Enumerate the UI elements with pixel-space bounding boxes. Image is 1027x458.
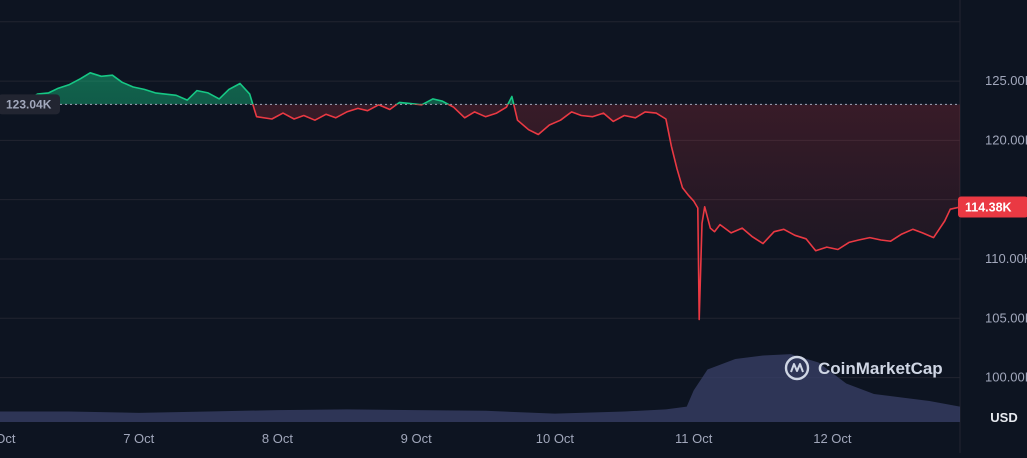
x-tick-label: 7 Oct bbox=[123, 431, 154, 446]
price-fill-down bbox=[252, 104, 960, 320]
x-tick-label: 8 Oct bbox=[262, 431, 293, 446]
price-line[interactable] bbox=[0, 72, 960, 321]
y-tick-label: 100.00K bbox=[985, 370, 1027, 385]
current-price-badge: 114.38K bbox=[958, 196, 1027, 218]
x-tick-label: 6 Oct bbox=[0, 431, 16, 446]
y-tick-label: 120.00K bbox=[985, 132, 1027, 147]
volume-shape bbox=[0, 354, 960, 422]
x-tick-label: 10 Oct bbox=[536, 431, 575, 446]
price-line-down[interactable] bbox=[0, 73, 960, 321]
grid-lines bbox=[0, 0, 961, 453]
y-tick-label: 125.00K bbox=[985, 73, 1027, 88]
reference-price-badge: 123.04K bbox=[0, 94, 60, 115]
coinmarketcap-logo-icon bbox=[784, 355, 810, 381]
y-axis: 100.00K 105.00K 110.00K 120.00K 125.00K bbox=[985, 73, 1027, 384]
current-price-label: 114.38K bbox=[965, 201, 1012, 215]
watermark-text: CoinMarketCap bbox=[818, 359, 943, 378]
y-tick-label: 110.00K bbox=[985, 251, 1027, 266]
x-tick-label: 9 Oct bbox=[401, 431, 432, 446]
price-fill-up bbox=[0, 72, 960, 105]
y-tick-label: 105.00K bbox=[985, 310, 1027, 325]
coinmarketcap-watermark: CoinMarketCap bbox=[784, 355, 943, 381]
reference-price-label: 123.04K bbox=[6, 97, 52, 111]
price-fill bbox=[0, 72, 960, 320]
x-axis: 6 Oct 7 Oct 8 Oct 9 Oct 10 Oct 11 Oct 12 Oct bbox=[0, 431, 852, 446]
volume-area bbox=[0, 354, 960, 422]
price-line-up[interactable] bbox=[0, 72, 960, 320]
currency-label: USD bbox=[990, 410, 1017, 425]
x-tick-label: 12 Oct bbox=[813, 431, 852, 446]
x-tick-label: 11 Oct bbox=[675, 431, 713, 446]
